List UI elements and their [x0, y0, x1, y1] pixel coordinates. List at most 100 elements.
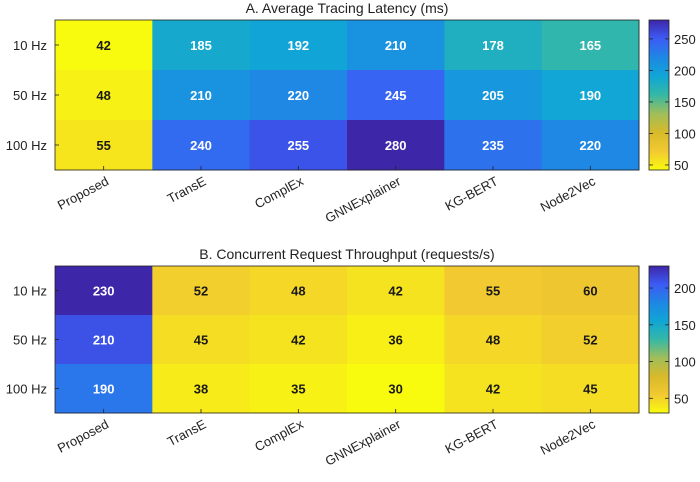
x-tick-label: GNNExplainer — [323, 173, 404, 226]
cell-value-label: 42 — [96, 38, 110, 53]
cell-value-label: 245 — [385, 88, 407, 103]
heatmap-cell — [249, 266, 348, 316]
panel-b-title: B. Concurrent Request Throughput (reques… — [199, 246, 494, 262]
cell-value-label: 230 — [93, 284, 115, 299]
x-tick-label: Proposed — [55, 173, 111, 212]
heatmap-cell — [444, 120, 543, 171]
panel-b-throughput-heatmap: B. Concurrent Request Throughput (reques… — [6, 246, 696, 469]
panel-a-colorbar — [648, 19, 670, 171]
x-tick-label: GNNExplainer — [323, 416, 404, 469]
y-tick-label: 100 Hz — [6, 138, 47, 153]
y-tick-label: 10 Hz — [13, 284, 47, 299]
heatmap-cell — [541, 20, 640, 71]
cell-value-label: 38 — [194, 382, 208, 397]
cell-value-label: 190 — [579, 88, 601, 103]
heatmap-cell — [249, 70, 348, 121]
cell-value-label: 210 — [385, 38, 407, 53]
x-tick-label: TransE — [165, 173, 209, 206]
colorbar-tick-label: 50 — [674, 391, 688, 406]
cell-value-label: 55 — [96, 138, 110, 153]
colorbar-tick-label: 150 — [674, 95, 696, 110]
heatmap-cell — [444, 364, 543, 414]
cell-value-label: 178 — [482, 38, 504, 53]
y-tick-label: 10 Hz — [13, 38, 47, 53]
cell-value-label: 42 — [291, 333, 305, 348]
colorbar-tick-label: 150 — [674, 318, 696, 333]
x-tick-label: TransE — [165, 416, 209, 449]
colorbar-tick-label: 250 — [674, 32, 696, 47]
colorbar-tick-label: 200 — [674, 63, 696, 78]
cell-value-label: 220 — [287, 88, 309, 103]
colorbar-tick-label: 50 — [674, 158, 688, 173]
heatmap-cell — [55, 266, 153, 316]
heatmap-cell — [249, 20, 348, 71]
x-tick-label: KG-BERT — [443, 173, 501, 213]
heatmap-cell — [444, 20, 543, 71]
colorbar-tick-label: 200 — [674, 281, 696, 296]
x-tick-label: KG-BERT — [443, 416, 501, 456]
cell-value-label: 235 — [482, 138, 504, 153]
heatmap-cell — [55, 120, 153, 171]
heatmap-cell — [249, 120, 348, 171]
cell-value-label: 48 — [291, 284, 305, 299]
cell-value-label: 210 — [190, 88, 212, 103]
heatmap-cell — [152, 266, 251, 316]
panel-b-colorbar — [648, 265, 670, 414]
cell-value-label: 52 — [583, 333, 597, 348]
cell-value-label: 36 — [388, 333, 402, 348]
heatmap-cell — [152, 120, 251, 171]
cell-value-label: 48 — [96, 88, 110, 103]
cell-value-label: 55 — [486, 284, 500, 299]
cell-value-label: 42 — [486, 382, 500, 397]
heatmap-cell — [347, 266, 445, 316]
cell-value-label: 48 — [486, 333, 500, 348]
cell-value-label: 52 — [194, 284, 208, 299]
y-tick-label: 50 Hz — [13, 333, 47, 348]
heatmap-cell — [55, 315, 153, 365]
heatmap-cell — [249, 315, 348, 365]
cell-value-label: 220 — [579, 138, 601, 153]
cell-value-label: 185 — [190, 38, 212, 53]
x-tick-label: ComplEx — [252, 173, 306, 211]
cell-value-label: 60 — [583, 284, 597, 299]
cell-value-label: 190 — [93, 382, 115, 397]
heatmap-cell — [152, 364, 251, 414]
heatmap-cell — [541, 266, 640, 316]
panel-a-latency-heatmap: A. Average Tracing Latency (ms) 42 185 192 2… — [6, 0, 696, 226]
cell-value-label: 30 — [388, 382, 402, 397]
heatmap-cell — [444, 315, 543, 365]
heatmap-cell — [444, 70, 543, 121]
panel-a-title: A. Average Tracing Latency (ms) — [246, 0, 449, 16]
heatmap-cell — [541, 315, 640, 365]
cell-value-label: 165 — [579, 38, 601, 53]
x-tick-label: Node2Vec — [538, 416, 598, 458]
cell-value-label: 255 — [287, 138, 309, 153]
cell-value-label: 45 — [583, 382, 597, 397]
heatmap-cell — [249, 364, 348, 414]
cell-value-label: 240 — [190, 138, 212, 153]
y-tick-label: 100 Hz — [6, 382, 47, 397]
heatmap-cell — [55, 364, 153, 414]
heatmap-cell — [347, 315, 445, 365]
cell-value-label: 45 — [194, 333, 208, 348]
cell-value-label: 192 — [287, 38, 309, 53]
heatmap-cell — [444, 266, 543, 316]
cell-value-label: 42 — [388, 284, 402, 299]
heatmap-cell — [541, 120, 640, 171]
heatmap-cell — [347, 120, 445, 171]
heatmap-cell — [541, 70, 640, 121]
x-tick-label: Node2Vec — [538, 173, 598, 215]
heatmap-cell — [541, 364, 640, 414]
heatmap-cell — [347, 70, 445, 121]
colorbar-tick-label: 100 — [674, 355, 696, 370]
heatmap-cell — [347, 364, 445, 414]
heatmap-cell — [152, 315, 251, 365]
colorbar-tick-label: 100 — [674, 126, 696, 141]
cell-value-label: 35 — [291, 382, 305, 397]
x-tick-label: Proposed — [55, 416, 111, 455]
x-tick-label: ComplEx — [252, 416, 306, 454]
heatmap-cell — [55, 70, 153, 121]
heatmap-cell — [347, 20, 445, 71]
heatmap-cell — [152, 20, 251, 71]
